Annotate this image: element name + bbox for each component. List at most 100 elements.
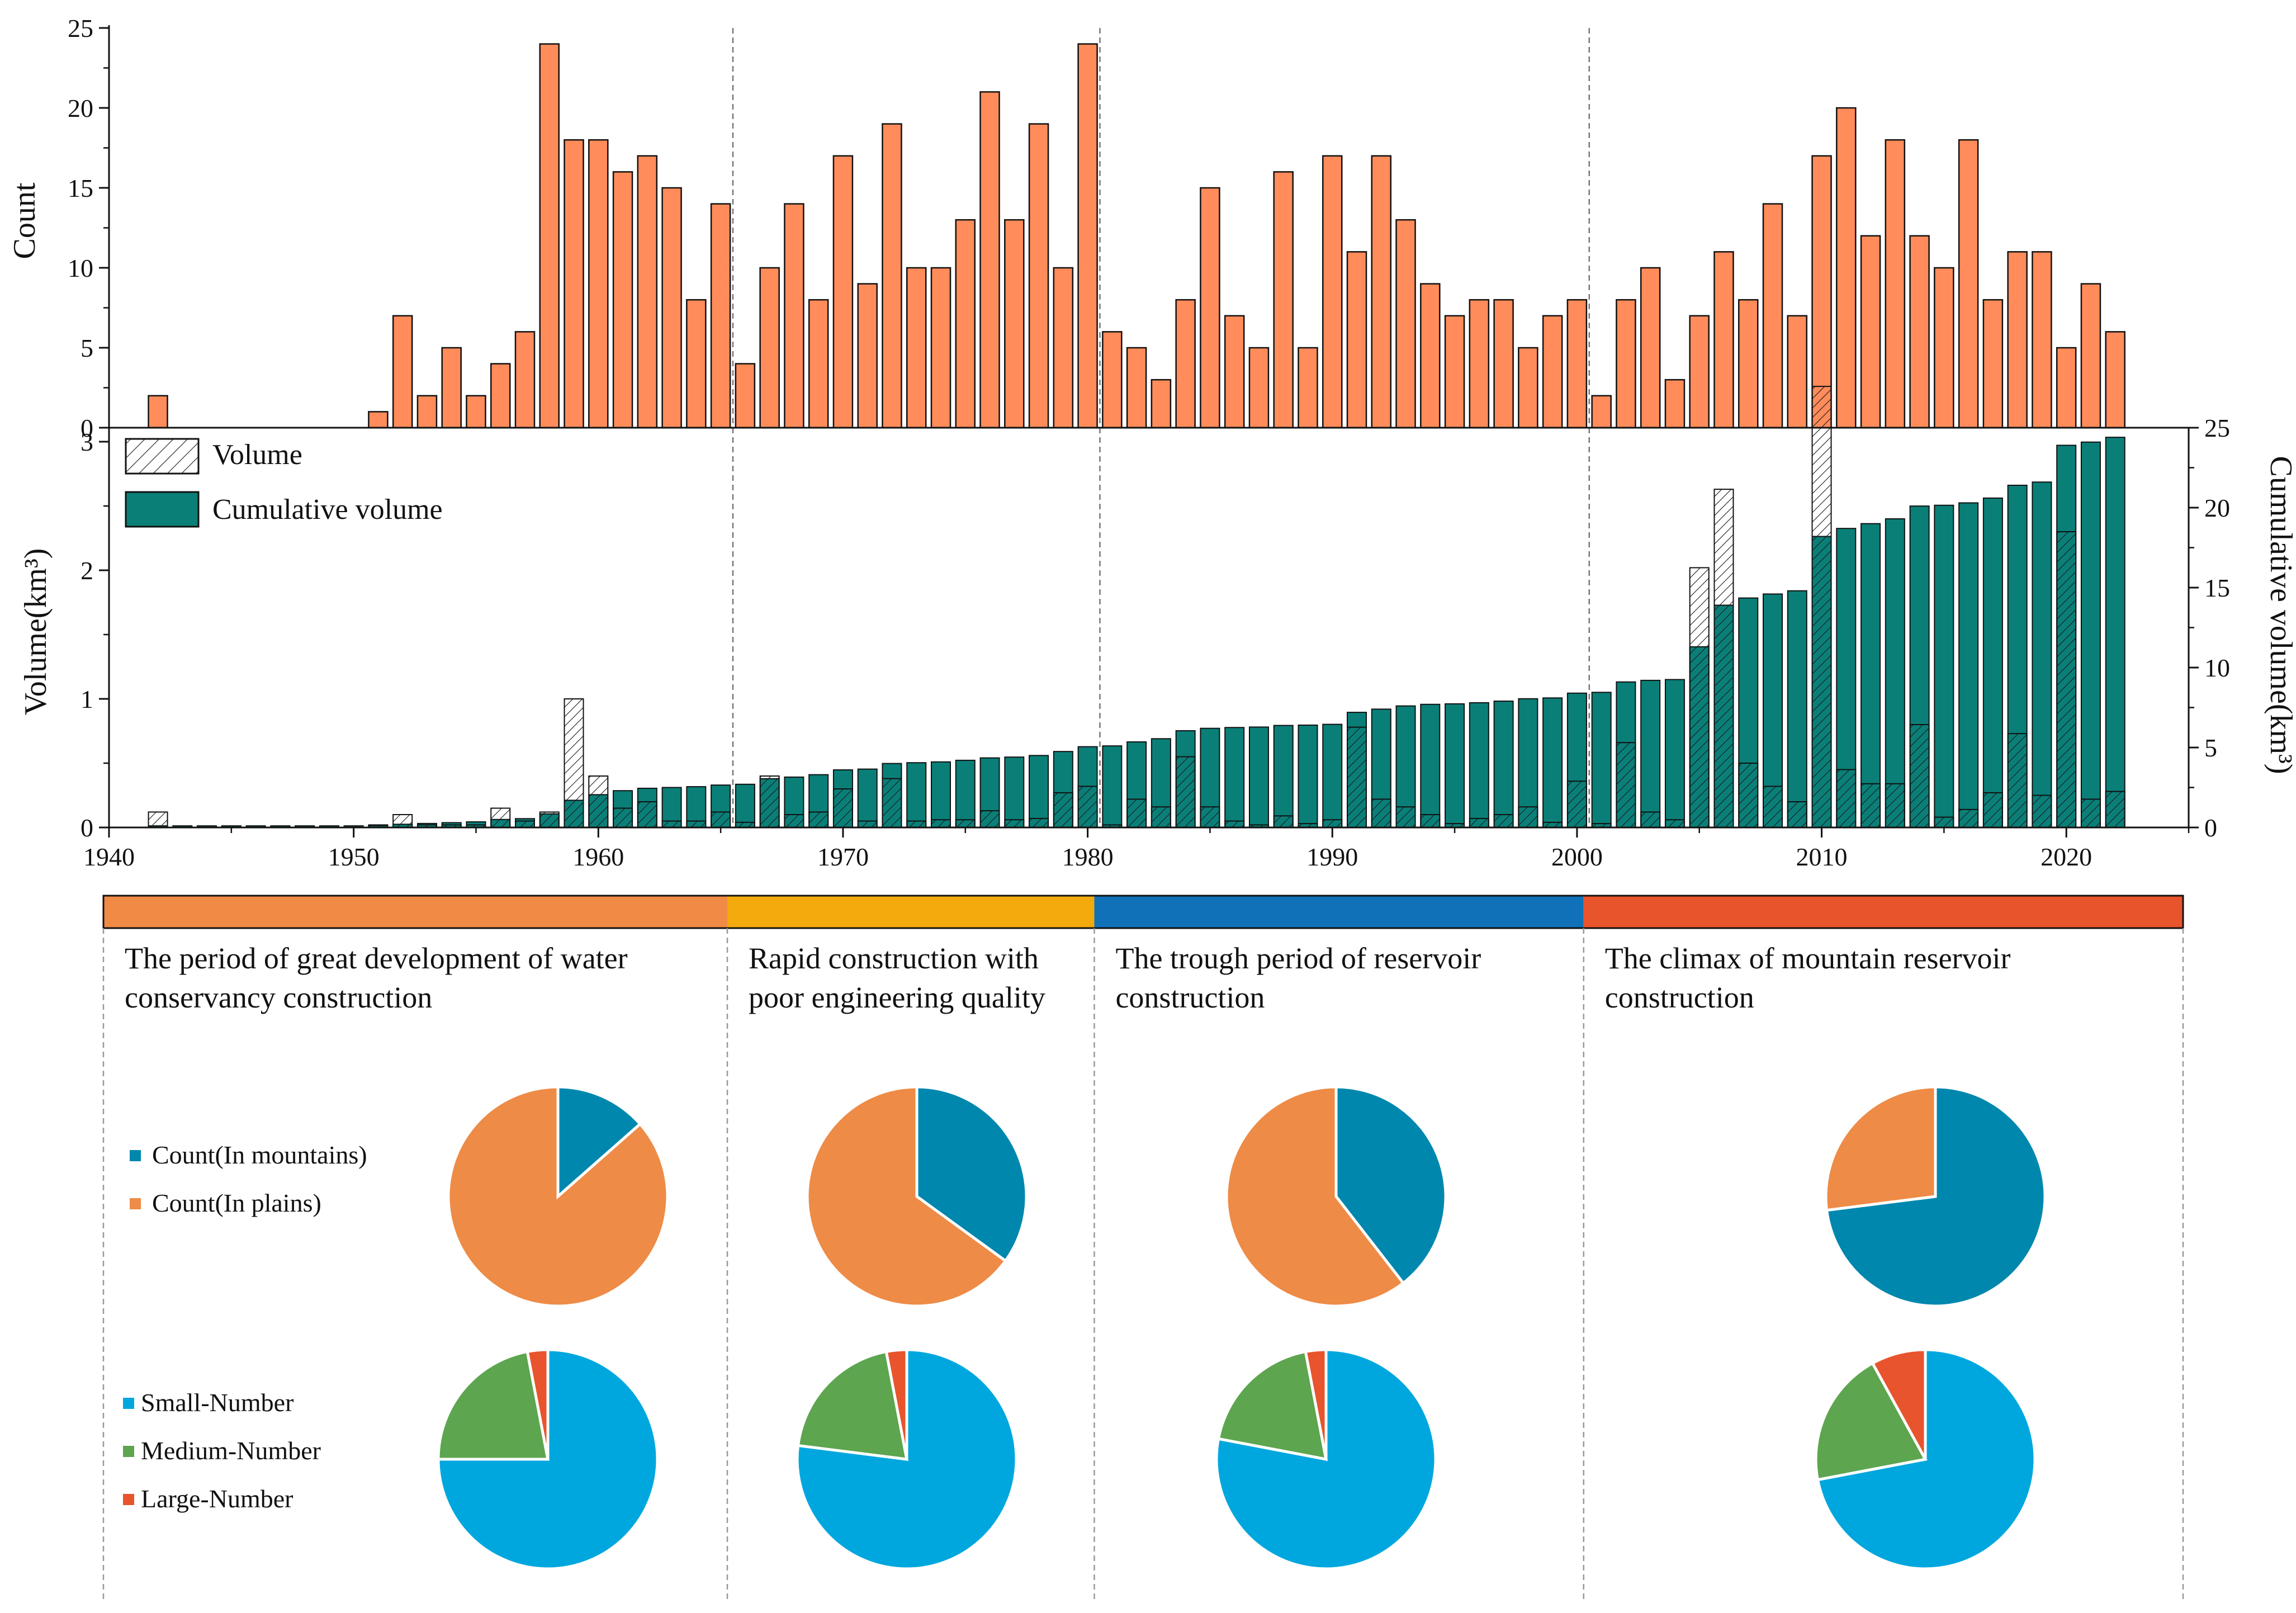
cumulative-bar-1988 <box>1273 725 1294 828</box>
volume-bar-2015 <box>1934 816 1954 828</box>
location-pie-1-slice-2 <box>447 1085 669 1308</box>
volume-bar-2008 <box>1763 786 1783 829</box>
cumulative-volume-legend-label: Cumulative volume <box>212 494 443 526</box>
count-bar-1992 <box>1371 155 1392 429</box>
volume-bar-2022 <box>2105 791 2125 828</box>
volume-bar-1990 <box>1322 819 1343 828</box>
cumulative-bar-2013 <box>1885 518 1905 828</box>
location-pie-3-slice-1 <box>1334 1085 1447 1285</box>
period-label-2-line2: poor engineering quality <box>749 981 1045 1014</box>
cumulative-y-tick-label: 5 <box>2204 734 2217 762</box>
count-y-tick-label: 20 <box>68 94 93 122</box>
count-bar-2007 <box>1738 299 1759 429</box>
volume-bar-1961 <box>613 807 633 828</box>
cumulative-bar-1998 <box>1518 698 1538 829</box>
period-label-1: The period of great development of water <box>125 942 628 975</box>
volume-bar-1956 <box>490 807 511 828</box>
count-bar-1990 <box>1322 155 1343 429</box>
annual-count-chart: 0 5 10 15 20 25 Count <box>7 14 2189 442</box>
small-legend-label: Small-Number <box>141 1388 293 1417</box>
cumulative-bar-1975 <box>955 759 976 829</box>
size-pie-1-slice-3 <box>526 1348 550 1460</box>
count-bar-1999 <box>1542 315 1563 429</box>
volume-bar-2006 <box>1713 489 1734 828</box>
volume-bar-1983 <box>1151 806 1171 828</box>
cumulative-bar-2017 <box>1982 497 2003 828</box>
chart-legend: Volume Cumulative volume <box>125 438 443 528</box>
count-y-tick-label: 25 <box>68 14 93 42</box>
cumulative-bar-1994 <box>1420 703 1441 829</box>
cumulative-bar-2004 <box>1664 679 1685 828</box>
volume-bar-2010 <box>1811 386 1832 828</box>
count-bar-2012 <box>1860 235 1881 429</box>
volume-bar-1967 <box>759 775 780 828</box>
volume-bar-1963 <box>661 820 682 828</box>
year-x-tick-label: 2010 <box>1796 843 1848 871</box>
count-bar-1994 <box>1420 283 1441 429</box>
period-pie-charts <box>437 1085 2047 1571</box>
count-bar-2002 <box>1616 299 1636 429</box>
large-legend-swatch <box>123 1494 134 1505</box>
count-bar-1993 <box>1395 219 1416 429</box>
cumulative-bar-1971 <box>857 768 878 828</box>
volume-bar-1964 <box>686 820 707 828</box>
count-bar-1964 <box>686 299 707 429</box>
count-bar-1982 <box>1126 347 1147 429</box>
size-pie-legend: Small-Number Medium-Number Large-Number <box>123 1388 321 1513</box>
volume-bar-1994 <box>1420 814 1441 828</box>
period-timeline: The period of great development of water… <box>102 895 2184 1602</box>
count-bar-1986 <box>1224 315 1245 429</box>
count-bar-2001 <box>1591 395 1612 429</box>
count-bar-2000 <box>1566 299 1588 429</box>
count-bar-1962 <box>637 155 658 429</box>
cumulative-bar-1977 <box>1004 756 1025 829</box>
volume-legend-swatch <box>125 438 200 475</box>
volume-bar-1998 <box>1518 806 1538 828</box>
cumulative-bar-1981 <box>1102 745 1123 829</box>
year-x-tick-label: 2000 <box>1551 843 1603 871</box>
volume-bar-1959 <box>564 698 584 828</box>
count-bar-1975 <box>955 219 976 429</box>
cumulative-bar-1989 <box>1298 724 1318 828</box>
size-pie-2-slice-3 <box>884 1348 908 1460</box>
count-bar-1958 <box>539 43 560 429</box>
period-label-3-line2: construction <box>1115 981 1265 1014</box>
cumulative-bar-1974 <box>931 761 951 828</box>
cumulative-bar-2012 <box>1861 523 1881 828</box>
count-bar-1956 <box>490 363 511 429</box>
count-bar-2016 <box>1958 139 1979 429</box>
volume-y-tick-label: 2 <box>81 556 93 585</box>
count-bar-1987 <box>1248 347 1270 429</box>
count-bar-2013 <box>1885 139 1906 429</box>
count-bar-1969 <box>808 299 829 429</box>
count-bar-1954 <box>441 347 462 429</box>
count-bar-1995 <box>1444 315 1465 429</box>
period-label-2: Rapid construction with <box>749 942 1039 975</box>
count-bar-2020 <box>2056 347 2077 429</box>
volume-bar-1996 <box>1469 817 1489 829</box>
volume-bar-2013 <box>1885 783 1905 829</box>
volume-bar-2007 <box>1738 763 1759 828</box>
size-pie-4-slice-2 <box>1814 1361 1928 1482</box>
volume-bar-1997 <box>1493 814 1514 828</box>
size-pie-3-slice-2 <box>1216 1350 1328 1461</box>
cumulative-bar-2022 <box>2105 437 2125 828</box>
count-axis-title: Count <box>7 182 42 259</box>
count-bar-1965 <box>710 203 731 429</box>
volume-bar-1982 <box>1126 798 1147 829</box>
cumulative-bar-1990 <box>1322 723 1343 829</box>
volume-bar-1978 <box>1029 817 1049 829</box>
medium-legend-swatch <box>123 1446 134 1457</box>
count-bar-1977 <box>1004 219 1025 429</box>
size-pie-2-slice-1 <box>796 1348 1018 1571</box>
count-bar-1957 <box>514 331 536 429</box>
volume-bar-1962 <box>637 801 657 828</box>
cumulative-bar-1966 <box>735 783 755 829</box>
volume-bar-1952 <box>392 814 413 828</box>
count-bar-2019 <box>2032 251 2052 429</box>
volume-bar-2017 <box>1982 792 2003 829</box>
volume-bar-1974 <box>931 819 951 828</box>
location-pie-2-slice-1 <box>915 1085 1028 1263</box>
count-bar-1966 <box>735 363 756 429</box>
count-bar-2011 <box>1836 107 1857 429</box>
